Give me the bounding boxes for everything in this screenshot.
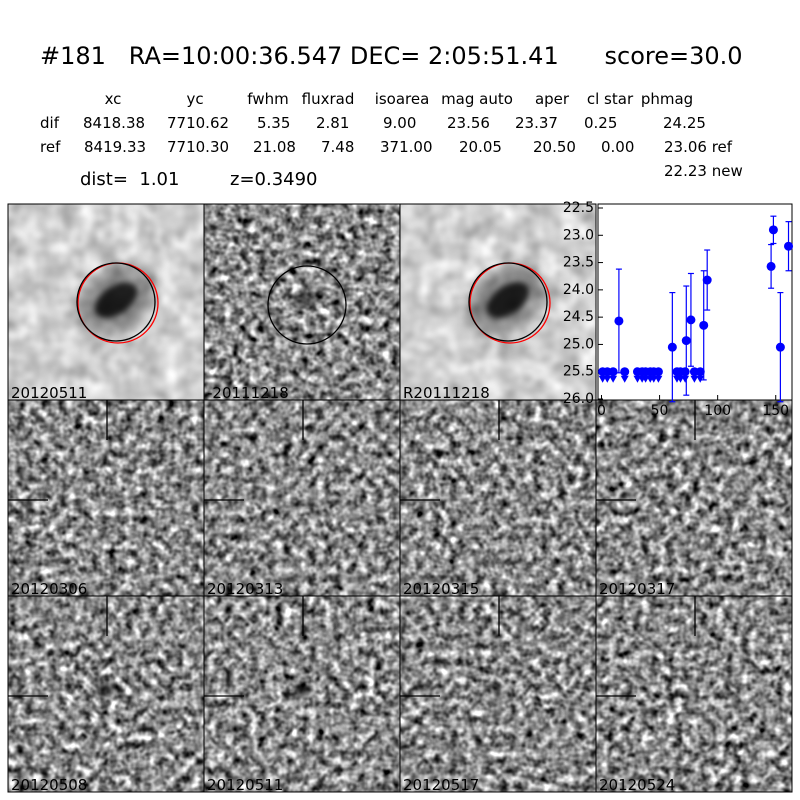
table-cell: 20.05 xyxy=(459,138,502,156)
detection xyxy=(766,261,776,271)
detection xyxy=(775,342,785,352)
detection xyxy=(699,320,709,330)
panel-label: 20120524 xyxy=(599,776,675,794)
limit-arrow xyxy=(654,375,663,383)
table-cell: 20.50 xyxy=(533,138,576,156)
detection xyxy=(686,315,696,325)
table-cell: 7710.62 xyxy=(167,114,229,132)
detection xyxy=(702,275,712,285)
y-tick-label: 24.0 xyxy=(563,282,594,298)
image-panel xyxy=(204,204,400,400)
detection xyxy=(667,342,677,352)
redshift: z=0.3490 xyxy=(230,169,318,190)
table-cell: 5.35 xyxy=(257,114,290,132)
panel-label: 20120315 xyxy=(403,580,479,598)
panel-label: 20120306 xyxy=(11,580,87,598)
column-header: yc xyxy=(186,90,203,108)
table-cell: 8418.38 xyxy=(83,114,145,132)
detection xyxy=(614,316,624,326)
table-cell: 23.06 ref xyxy=(664,138,733,156)
table-cell: dif xyxy=(40,114,60,132)
panel-label: 20120511 xyxy=(207,776,283,794)
x-tick-label: 0 xyxy=(597,403,606,419)
panel-label: R20111218 xyxy=(403,384,490,402)
column-header: xc xyxy=(105,90,122,108)
detection xyxy=(784,241,794,251)
aperture xyxy=(76,262,156,342)
table-cell: 0.25 xyxy=(584,114,617,132)
limit-arrow xyxy=(696,375,705,383)
y-tick-label: 25.5 xyxy=(563,364,594,380)
table-note: 22.23 new xyxy=(664,162,743,180)
limit-arrow xyxy=(681,375,690,383)
table-cell: 371.00 xyxy=(380,138,433,156)
y-tick-label: 23.0 xyxy=(563,227,594,243)
panel-label: -20111218 xyxy=(207,384,289,402)
image-panel xyxy=(400,596,596,792)
column-header: fwhm xyxy=(247,90,288,108)
table-cell: 7.48 xyxy=(321,138,354,156)
image-panel xyxy=(596,596,792,792)
x-tick-label: 100 xyxy=(704,403,731,419)
image-panel xyxy=(8,596,204,792)
x-tick-label: 150 xyxy=(762,403,789,419)
limit-arrow xyxy=(603,375,612,383)
table-cell: 23.37 xyxy=(515,114,558,132)
panels: 20120511 -20111218 R20111218 20120306 201203… xyxy=(7,203,793,794)
column-header: cl star xyxy=(587,90,634,108)
detection xyxy=(768,225,778,235)
image-panel xyxy=(400,400,596,596)
table-cell: ref xyxy=(40,138,61,156)
y-tick-label: 23.5 xyxy=(563,255,594,271)
table-cell: 7710.30 xyxy=(167,138,229,156)
image-panel xyxy=(596,400,792,596)
column-header: mag auto xyxy=(441,90,513,108)
table-cell: 8419.33 xyxy=(84,138,146,156)
upper-limit xyxy=(608,367,618,377)
image-panel xyxy=(8,204,204,400)
y-tick-label: 22.5 xyxy=(563,200,594,216)
panel-label: 20120508 xyxy=(11,776,87,794)
panel-border xyxy=(595,595,793,793)
x-tick-label: 50 xyxy=(651,403,669,419)
upper-limit xyxy=(695,367,705,377)
panel-label: 20120317 xyxy=(599,580,675,598)
upper-limit xyxy=(620,367,630,377)
upper-limit xyxy=(653,367,663,377)
table-cell: 2.81 xyxy=(316,114,349,132)
table-cell: 24.25 xyxy=(663,114,706,132)
column-header: isoarea xyxy=(375,90,430,108)
table-cell: 0.00 xyxy=(601,138,634,156)
table-cell: 9.00 xyxy=(383,114,416,132)
image-panel xyxy=(8,400,204,596)
table-cell: 21.08 xyxy=(253,138,296,156)
upper-limit xyxy=(680,367,690,377)
y-tick-label: 24.5 xyxy=(563,309,594,325)
dist: dist= 1.01 xyxy=(80,169,179,190)
column-header: phmag xyxy=(641,90,693,108)
detection xyxy=(681,336,691,346)
table-cell: 23.56 xyxy=(447,114,490,132)
aperture xyxy=(267,265,347,345)
limit-arrow xyxy=(690,375,699,383)
aperture xyxy=(468,262,548,342)
limit-arrow xyxy=(620,375,629,383)
y-tick-label: 25.0 xyxy=(563,336,594,352)
image-panel xyxy=(400,204,596,400)
panel-label: 20120517 xyxy=(403,776,479,794)
column-header: fluxrad xyxy=(302,90,355,108)
image-panel xyxy=(204,400,400,596)
limit-arrow xyxy=(609,375,618,383)
image-panel xyxy=(204,596,400,792)
title: #181 RA=10:00:36.547 DEC= 2:05:51.41 sco… xyxy=(40,42,743,70)
panel-label: 20120511 xyxy=(11,384,87,402)
y-tick-label: 26.0 xyxy=(563,391,594,407)
panel-label: 20120313 xyxy=(207,580,283,598)
column-header: aper xyxy=(535,90,570,108)
light-curve: 22.5 23.0 23.5 24.0 24.5 25.0 25.5 26.00 50 100 15… xyxy=(563,200,794,419)
